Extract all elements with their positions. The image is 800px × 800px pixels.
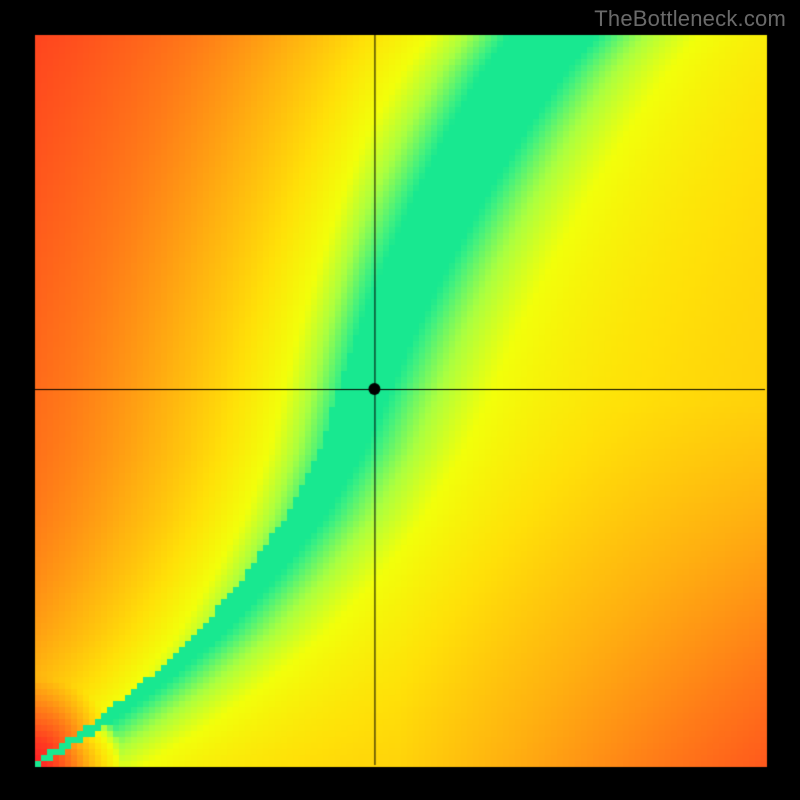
watermark-text: TheBottleneck.com	[594, 6, 786, 32]
heatmap-canvas	[0, 0, 800, 800]
chart-container: TheBottleneck.com	[0, 0, 800, 800]
